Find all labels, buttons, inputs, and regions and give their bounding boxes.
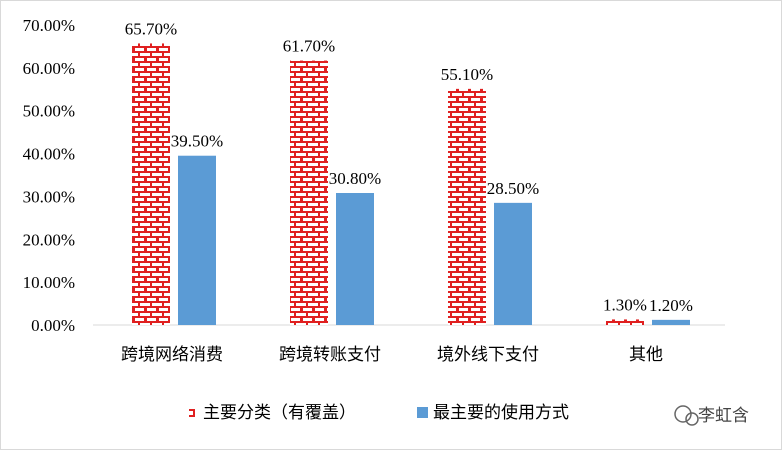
y-tick-label: 20.00%: [23, 230, 75, 249]
y-tick-label: 30.00%: [23, 187, 75, 206]
legend-swatch-brick: [189, 409, 195, 411]
data-label: 39.50%: [171, 132, 223, 151]
data-label: 55.10%: [441, 65, 493, 84]
y-tick-label: 70.00%: [23, 16, 75, 35]
y-tick-label: 40.00%: [23, 145, 75, 164]
data-label: 1.30%: [603, 295, 647, 314]
y-tick-label: 0.00%: [31, 316, 75, 335]
x-category-label: 其他: [629, 345, 663, 365]
bar-main-category: [290, 60, 328, 325]
bar-main-category: [132, 43, 170, 326]
y-tick-label: 50.00%: [23, 102, 75, 121]
bar-most-used: [178, 155, 216, 325]
data-label: 65.70%: [125, 19, 177, 38]
legend-swatch-brick: [189, 415, 195, 417]
bar-most-used: [652, 319, 690, 325]
bar-most-used: [336, 193, 374, 325]
watermark-name: 李虹含: [698, 406, 749, 426]
legend-label: 最主要的使用方式: [433, 402, 569, 423]
bar-main-category: [606, 319, 644, 325]
bar-most-used: [494, 202, 532, 325]
legend-swatch-solid: [417, 407, 428, 418]
x-category-label: 境外线下支付: [437, 345, 539, 365]
data-label: 30.80%: [329, 169, 381, 188]
wechat-icon: [674, 405, 692, 423]
data-label: 28.50%: [487, 179, 539, 198]
data-label: 61.70%: [283, 37, 335, 56]
wechat-icon: [685, 412, 699, 426]
y-tick-label: 60.00%: [23, 59, 75, 78]
y-tick-label: 10.00%: [23, 273, 75, 292]
x-category-label: 跨境网络消费: [121, 345, 223, 365]
x-category-label: 跨境转账支付: [279, 345, 381, 365]
legend-swatch-brick: [193, 409, 195, 417]
bar-main-category: [448, 88, 486, 325]
data-label: 1.20%: [649, 296, 693, 315]
legend-label: 主要分类（有覆盖）: [203, 403, 356, 423]
